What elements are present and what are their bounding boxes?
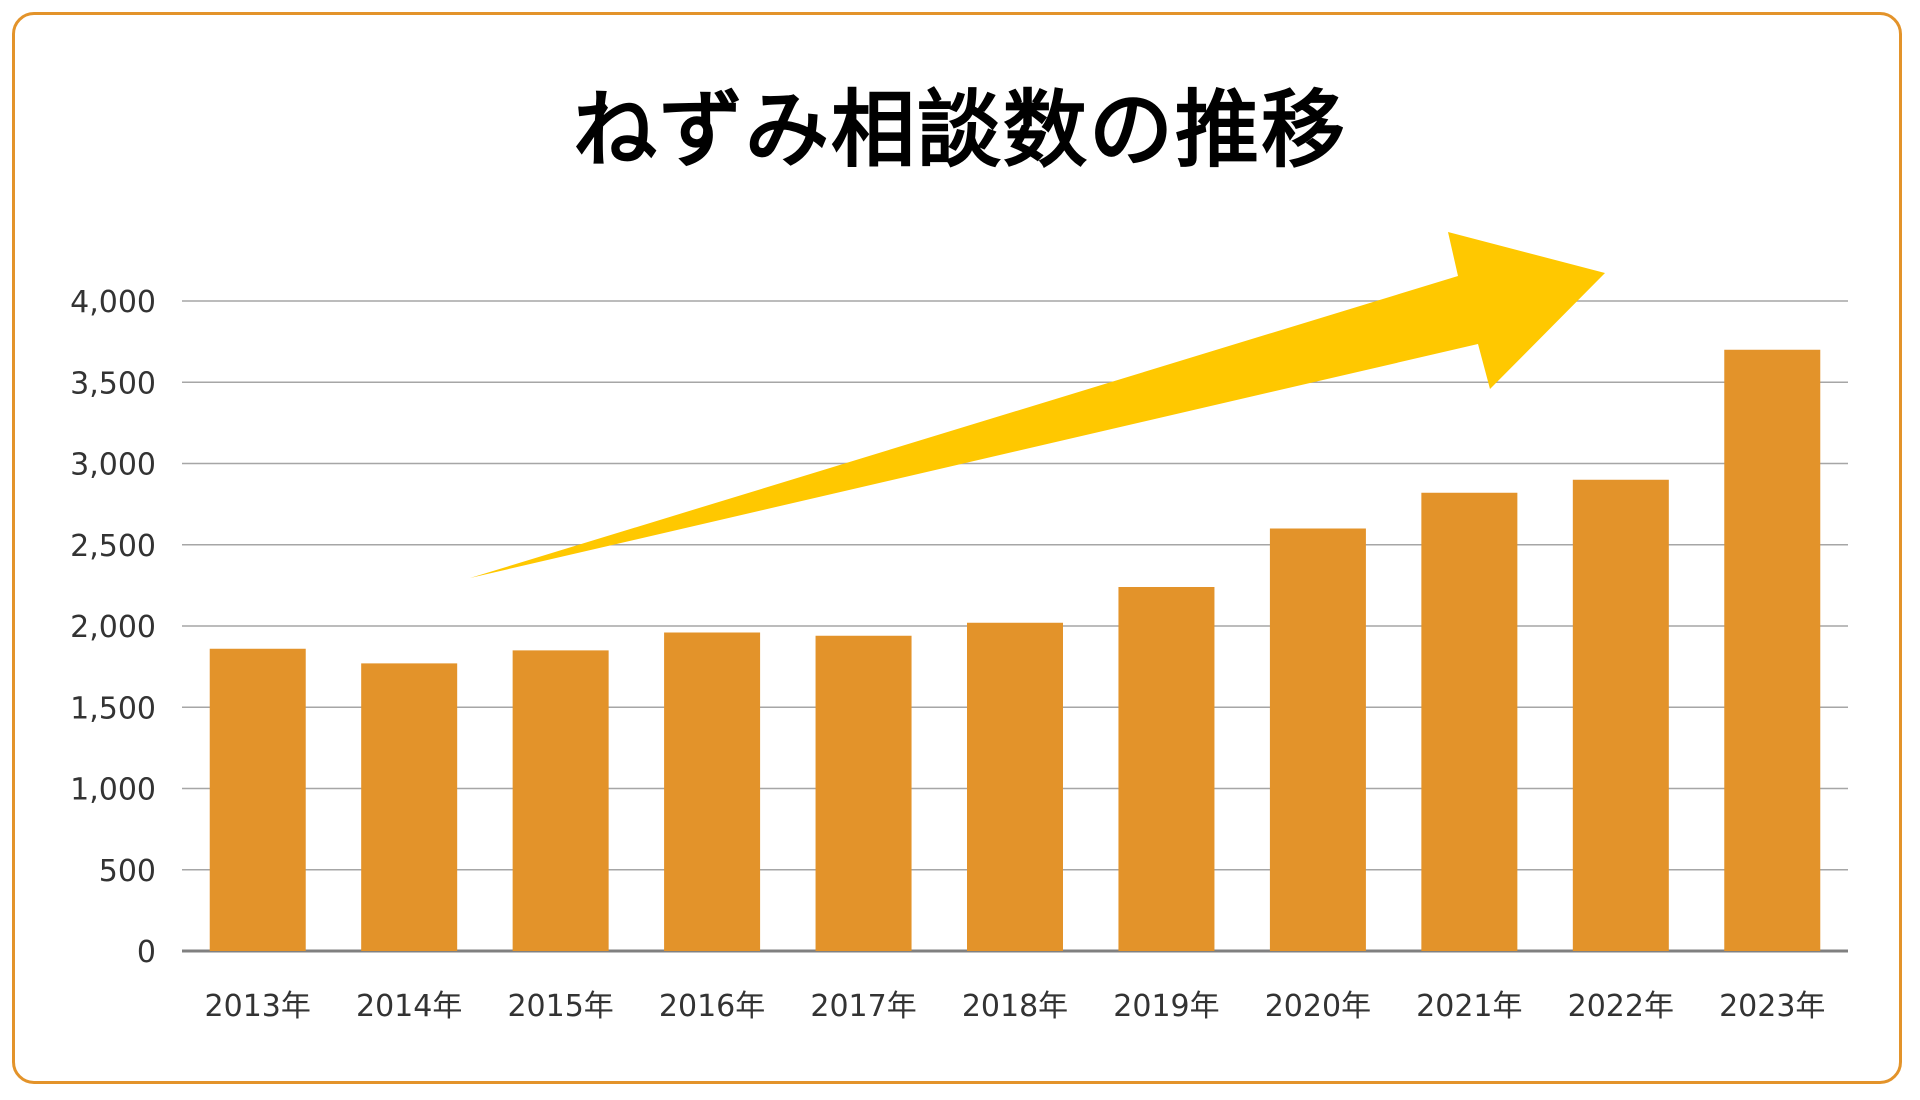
x-tick-label: 2019年 xyxy=(1113,989,1219,1024)
x-tick-label: 2013年 xyxy=(205,989,311,1024)
x-tick-label: 2023年 xyxy=(1719,989,1825,1024)
x-tick-label: 2021年 xyxy=(1416,989,1522,1024)
bar xyxy=(1421,492,1518,951)
chart-title: ねずみ相談数の推移 xyxy=(572,81,1347,179)
bar xyxy=(361,663,458,951)
y-tick-label: 4,000 xyxy=(70,285,156,320)
y-tick-label: 3,000 xyxy=(70,448,156,483)
x-tick-label: 2015年 xyxy=(507,989,613,1024)
x-tick-label: 2014年 xyxy=(356,989,462,1024)
bar xyxy=(209,648,306,951)
x-axis-tick-labels: 2013年 2014年 2015年 2016年 2017年 2018年 2019年 2020年… xyxy=(205,989,1826,1024)
y-axis-tick-labels: 0 500 1,000 1,500 2,000 2,500 3,000 3,500 4,000 xyxy=(70,285,156,970)
y-tick-label: 2,500 xyxy=(70,529,156,564)
bar xyxy=(815,635,912,951)
bar xyxy=(1118,587,1215,951)
x-tick-label: 2018年 xyxy=(962,989,1068,1024)
y-tick-label: 3,500 xyxy=(70,366,156,401)
y-tick-label: 500 xyxy=(99,854,156,889)
x-tick-label: 2022年 xyxy=(1568,989,1674,1024)
bar xyxy=(1269,528,1366,951)
bar xyxy=(1572,479,1669,951)
y-tick-label: 1,500 xyxy=(70,691,156,726)
trend-arrow xyxy=(470,232,1605,578)
bar xyxy=(1724,349,1821,951)
bar xyxy=(512,650,609,951)
y-tick-label: 0 xyxy=(137,935,156,970)
y-tick-label: 2,000 xyxy=(70,610,156,645)
x-tick-label: 2016年 xyxy=(659,989,765,1024)
bar xyxy=(664,632,761,951)
bars xyxy=(209,349,1821,951)
x-tick-label: 2017年 xyxy=(810,989,916,1024)
bar xyxy=(967,622,1063,951)
x-tick-label: 2020年 xyxy=(1265,989,1371,1024)
upward-arrow-icon xyxy=(470,232,1605,578)
y-tick-label: 1,000 xyxy=(70,773,156,808)
